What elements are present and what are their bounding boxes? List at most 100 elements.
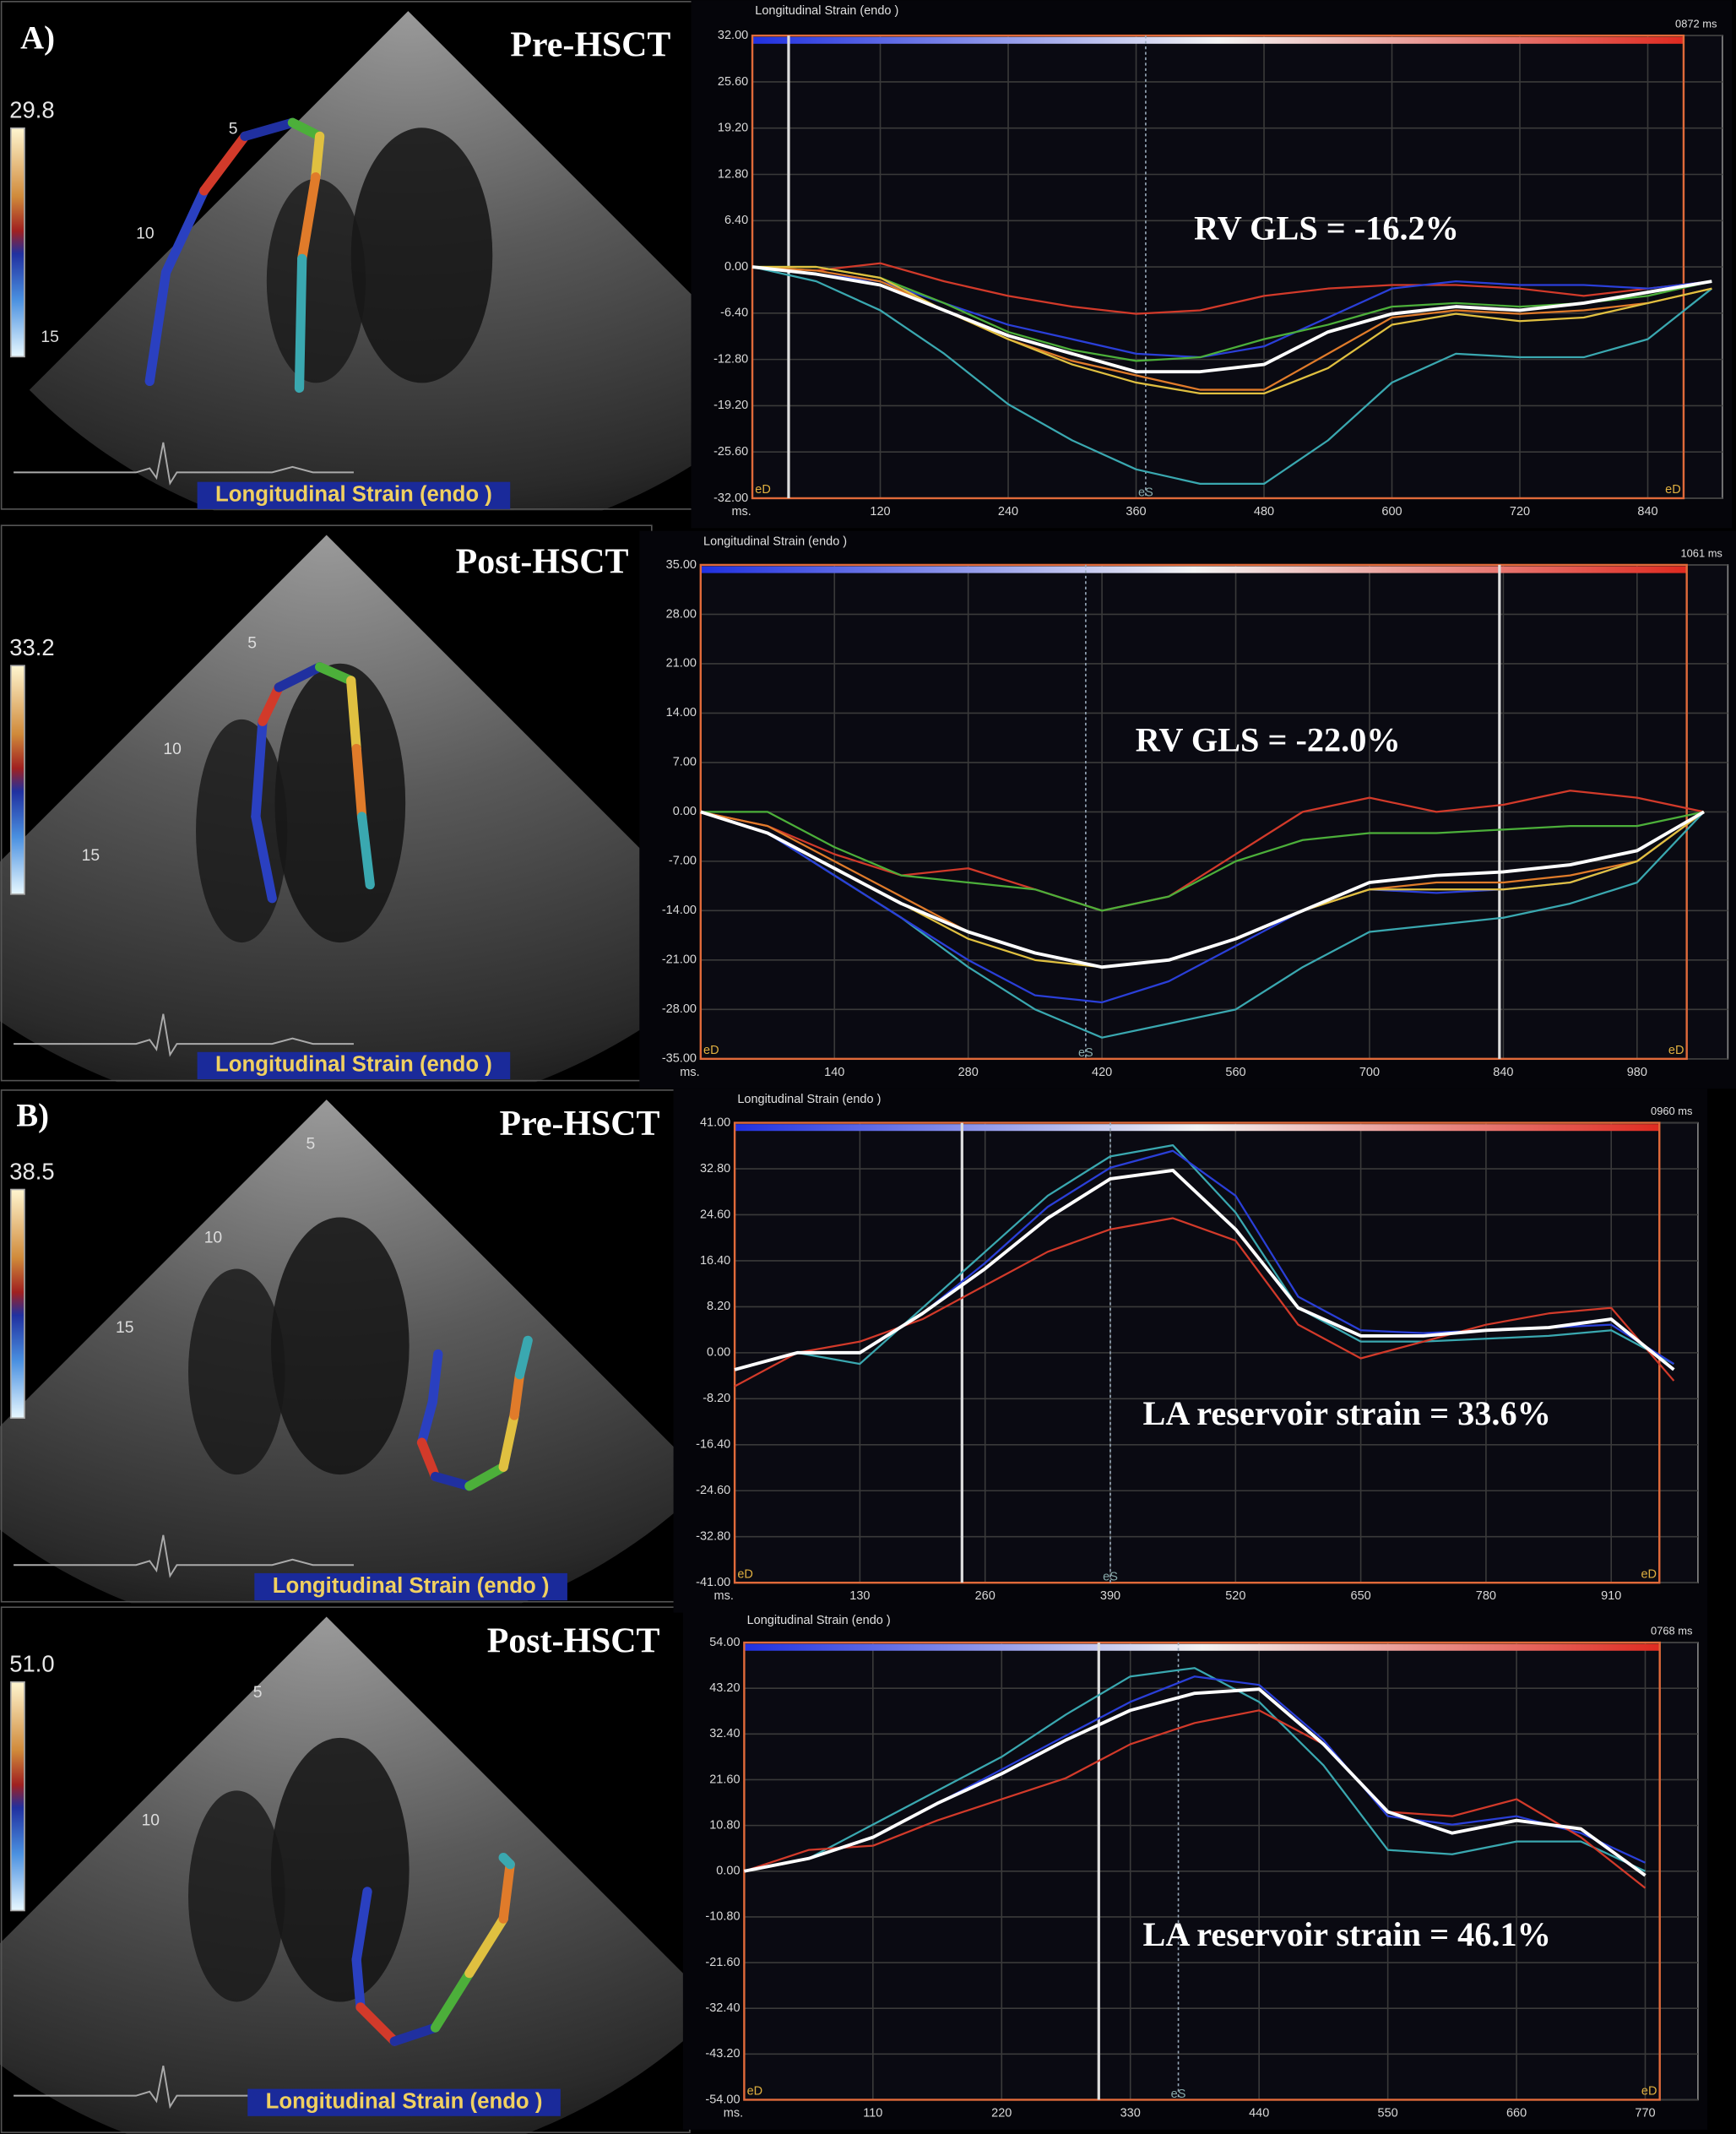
caption: Longitudinal Strain (endo ): [215, 1053, 492, 1077]
depth-mark: 15: [82, 847, 100, 865]
annotation: LA reservoir strain = 46.1%: [1143, 1915, 1551, 1953]
x-tick-label: 560: [1225, 1066, 1245, 1079]
x-tick-label: 330: [1120, 2106, 1141, 2120]
y-tick-label: 41.00: [700, 1116, 730, 1129]
strain-contour: [351, 1954, 366, 2012]
y-tick-label: 32.00: [718, 29, 748, 42]
time-bar: [700, 566, 1687, 573]
color-bar: [10, 127, 25, 358]
ecg-trace: [14, 1534, 354, 1578]
echo-chamber: [350, 128, 493, 383]
y-tick-label: 35.00: [666, 558, 697, 572]
y-tick-label: -6.40: [720, 307, 748, 320]
strain-curve: [700, 810, 1705, 969]
strain-contour: [287, 117, 325, 142]
x-axis-label: ms.: [680, 1066, 699, 1079]
scale-max: 38.5: [9, 1158, 54, 1184]
caption: Longitudinal Strain (endo ): [273, 1574, 550, 1598]
y-tick-label: 32.80: [700, 1162, 730, 1176]
x-tick-label: 840: [1637, 505, 1657, 519]
es-label: eS: [1103, 1571, 1118, 1584]
x-axis-label: ms.: [731, 505, 751, 519]
x-tick-label: 780: [1476, 1589, 1496, 1603]
duration-label: 0872 ms: [1675, 18, 1717, 30]
x-tick-label: 980: [1627, 1066, 1647, 1079]
annotation: RV GLS = -22.0%: [1136, 720, 1401, 758]
strain-contour: [251, 812, 277, 904]
es-label: eS: [1138, 486, 1153, 499]
x-tick-label: 220: [991, 2106, 1012, 2120]
depth-mark: 10: [142, 1811, 160, 1829]
scale-max: 33.2: [9, 634, 54, 660]
x-axis-label: ms.: [714, 1589, 734, 1603]
x-tick-label: 910: [1601, 1589, 1621, 1603]
y-tick-label: 24.60: [700, 1208, 730, 1221]
y-tick-label: -41.00: [696, 1576, 730, 1589]
strain-curve: [751, 265, 1712, 391]
strain-contour: [258, 682, 284, 726]
ed-label: eD: [1641, 1567, 1657, 1581]
y-tick-label: -21.00: [662, 953, 697, 967]
ecg-trace: [14, 1013, 354, 1057]
caption-box: [197, 481, 511, 509]
y-tick-label: -10.80: [705, 1910, 740, 1924]
y-tick-label: -14.00: [662, 904, 697, 917]
strain-contour: [311, 131, 325, 182]
x-tick-label: 600: [1381, 505, 1402, 519]
depth-mark: 10: [136, 225, 155, 243]
y-tick-label: 10.80: [709, 1818, 740, 1832]
depth-mark: 5: [247, 634, 257, 652]
panel-label: Pre-HSCT: [510, 25, 670, 64]
echo-panel: Post-HSCT 51.0 5 10 Longitudinal Strain (end…: [0, 1606, 692, 2134]
strain-contour: [144, 267, 171, 387]
echo-panel: A) Pre-HSCT 29.8 5 10 15 Longitudinal Strain (…: [0, 1, 708, 511]
duration-label: 0768 ms: [1651, 1625, 1692, 1637]
strain-contour: [498, 1410, 519, 1472]
y-tick-label: 6.40: [724, 214, 748, 227]
y-tick-label: -32.80: [696, 1530, 730, 1544]
y-tick-label: 0.00: [716, 1865, 740, 1878]
y-tick-label: -19.20: [713, 399, 748, 412]
y-tick-label: 21.00: [666, 657, 697, 671]
y-tick-label: 21.60: [709, 1773, 740, 1786]
ed-label: eD: [1668, 1044, 1684, 1057]
y-tick-label: -7.00: [669, 855, 697, 868]
echo-chamber: [266, 178, 366, 383]
strain-contour: [315, 662, 356, 686]
panel-label: Pre-HSCT: [499, 1105, 659, 1143]
time-bar: [752, 36, 1684, 44]
x-tick-label: 700: [1359, 1066, 1380, 1079]
x-axis-label: ms.: [724, 2106, 743, 2120]
strain-contour: [389, 2023, 441, 2046]
strain-contour: [514, 1335, 533, 1380]
chart-title: Longitudinal Strain (endo ): [747, 1614, 891, 1627]
es-label: eS: [1171, 2088, 1186, 2101]
echo-chamber: [188, 1268, 285, 1475]
y-tick-label: -25.60: [713, 445, 748, 459]
ed-label: eD: [1641, 2085, 1657, 2099]
x-tick-label: 520: [1225, 1589, 1245, 1603]
x-tick-label: 650: [1351, 1589, 1371, 1603]
es-label: eS: [1078, 1046, 1093, 1060]
strain-contour: [427, 1349, 443, 1407]
y-tick-label: -32.40: [705, 2001, 740, 2015]
strain-curve: [700, 790, 1705, 912]
annotation: RV GLS = -16.2%: [1194, 209, 1459, 247]
time-bar: [744, 1643, 1660, 1651]
echo-chamber: [270, 1737, 410, 2002]
caption: Longitudinal Strain (endo ): [266, 2090, 543, 2114]
strain-contour: [199, 131, 250, 196]
strain-contour: [430, 1471, 475, 1491]
x-tick-label: 720: [1510, 505, 1530, 519]
y-tick-label: 0.00: [673, 805, 697, 818]
y-tick-label: -24.60: [696, 1484, 730, 1497]
y-tick-label: -35.00: [662, 1052, 697, 1066]
strain-curve: [734, 1217, 1675, 1387]
x-tick-label: 110: [863, 2106, 882, 2120]
y-tick-label: -54.00: [705, 2093, 740, 2106]
x-tick-label: 360: [1126, 505, 1146, 519]
time-bar: [735, 1124, 1660, 1132]
x-tick-label: 120: [870, 505, 890, 519]
chart-title: Longitudinal Strain (endo ): [703, 535, 847, 548]
